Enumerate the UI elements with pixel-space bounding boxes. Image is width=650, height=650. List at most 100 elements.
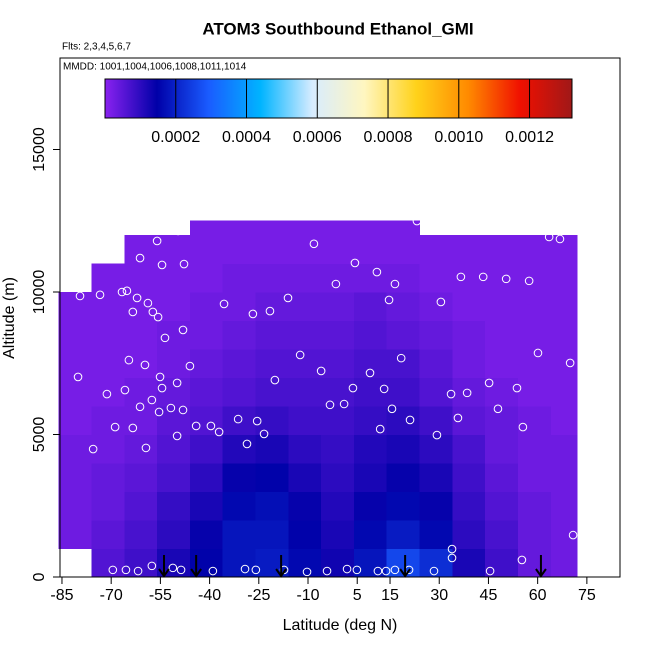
curtain-cell <box>353 291 388 321</box>
x-tick-label: -10 <box>296 587 319 604</box>
observation-point <box>405 415 415 425</box>
curtain-cell <box>58 291 92 321</box>
curtain-cell <box>189 377 224 407</box>
curtain-cell <box>157 519 191 549</box>
curtain-cell <box>419 491 453 521</box>
x-tick-label: -40 <box>198 587 221 604</box>
curtain-cell <box>485 348 519 378</box>
observation-point <box>135 253 145 263</box>
curtain-cell <box>419 519 453 549</box>
observation-point <box>365 368 375 378</box>
curtain-cell <box>550 348 578 378</box>
observation-point <box>148 307 158 317</box>
curtain-cell <box>91 348 125 378</box>
curtain-cell <box>419 434 453 464</box>
observation-point <box>446 389 456 399</box>
curtain-cell <box>419 405 453 435</box>
observation-point <box>110 422 120 432</box>
curtain-cell <box>288 263 322 293</box>
observation-point <box>143 298 153 308</box>
observation-point <box>453 413 463 423</box>
flight-arrow <box>158 555 170 578</box>
curtain-cell <box>353 320 388 350</box>
curtain-cell <box>321 405 355 435</box>
curtain-cell <box>353 348 388 378</box>
observation-point <box>242 439 252 449</box>
curtain-cell <box>189 491 224 521</box>
curtain-cell <box>222 405 257 435</box>
observation-point <box>141 443 151 453</box>
curtain-cell <box>517 291 552 321</box>
curtain-cell <box>550 462 578 492</box>
observation-point <box>178 405 188 415</box>
curtain-cell <box>353 405 388 435</box>
observation-point <box>501 274 511 284</box>
observation-point <box>102 389 112 399</box>
curtain-cell <box>550 519 578 549</box>
curtain-cell <box>485 405 519 435</box>
curtain-cell <box>222 434 257 464</box>
y-tick-label: 5000 <box>31 417 48 453</box>
observation-point <box>518 422 528 432</box>
observation-point <box>390 565 400 575</box>
curtain-cell <box>189 348 224 378</box>
curtain-cell <box>222 263 257 293</box>
curtain-cell <box>189 234 224 264</box>
curtain-cell <box>157 434 191 464</box>
curtain-cell <box>255 220 289 236</box>
observation-point <box>133 566 143 576</box>
curtain-cell <box>386 491 421 521</box>
curtain-cell <box>452 320 486 350</box>
curtain-cell <box>321 263 355 293</box>
observation-point <box>219 299 229 309</box>
observation-point <box>331 279 341 289</box>
curtain-cell <box>288 548 322 578</box>
arrow-head <box>535 568 547 578</box>
colorbar-tick-label: 0.0010 <box>434 129 483 146</box>
curtain-cell <box>452 234 486 264</box>
observation-point <box>166 403 176 413</box>
observation-point <box>568 530 578 540</box>
x-tick-label: -85 <box>50 587 73 604</box>
y-tick-label: 0 <box>31 572 48 581</box>
curtain-cell <box>386 320 421 350</box>
observation-point <box>390 279 400 289</box>
x-tick-label: -70 <box>100 587 123 604</box>
y-tick-label: 10000 <box>31 270 48 315</box>
observation-point <box>176 565 186 575</box>
curtain-cell <box>419 548 453 578</box>
curtain-cell <box>288 377 322 407</box>
curtain-cell <box>485 434 519 464</box>
curtain-cell <box>124 519 158 549</box>
observation-point <box>252 416 262 426</box>
curtain <box>58 220 578 578</box>
observation-point <box>485 566 495 576</box>
curtain-cell <box>386 434 421 464</box>
observation-point <box>412 216 422 226</box>
observation-point <box>147 561 157 571</box>
curtain-cell <box>386 220 421 236</box>
y-tick-label: 15000 <box>31 127 48 172</box>
curtain-cell <box>255 348 289 378</box>
curtain-cell <box>485 491 519 521</box>
x-tick-label: 75 <box>578 587 596 604</box>
observation-point <box>259 429 269 439</box>
observation-point <box>342 564 352 574</box>
observation-point <box>173 226 183 236</box>
observation-point <box>555 234 565 244</box>
curtain-cell <box>222 320 257 350</box>
curtain-cell <box>353 263 388 293</box>
curtain-cell <box>321 291 355 321</box>
curtain-cell <box>91 519 125 549</box>
curtain-cell <box>386 348 421 378</box>
curtain-cell <box>353 234 388 264</box>
observation-point <box>88 444 98 454</box>
curtain-cell <box>157 491 191 521</box>
observation-point <box>462 388 472 398</box>
y-axis-label: Altitude (m) <box>1 277 18 359</box>
curtain-cell <box>91 491 125 521</box>
curtain-cell <box>157 348 191 378</box>
curtain-cell <box>550 320 578 350</box>
observation-point <box>214 427 224 437</box>
